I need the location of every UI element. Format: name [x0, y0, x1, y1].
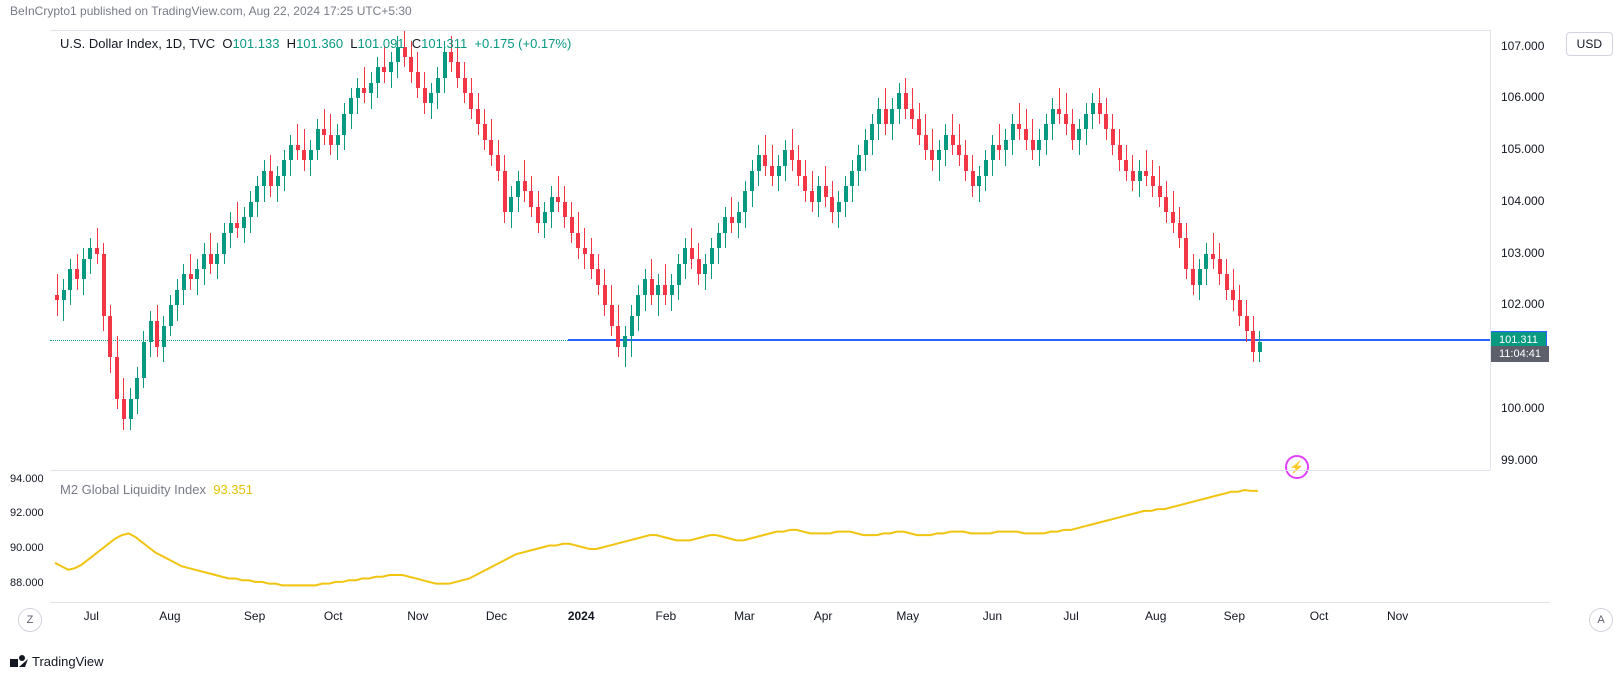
ohlc-pct: (+0.17%): [518, 36, 571, 51]
x-tick: Dec: [486, 609, 507, 623]
legend-sub: M2 Global Liquidity Index 93.351: [60, 482, 253, 497]
tradingview-logo: TradingView: [10, 654, 104, 669]
support-line[interactable]: [568, 339, 1490, 341]
indicator-name: M2 Global Liquidity Index: [60, 482, 206, 497]
y-tick-sub: 92.000: [10, 507, 44, 519]
indicator-value: 93.351: [213, 482, 253, 497]
ohlc-open: 101.133: [232, 36, 279, 51]
x-tick: May: [896, 609, 919, 623]
y-tick: 105.000: [1501, 142, 1544, 156]
x-tick: Oct: [324, 609, 343, 623]
x-tick: Aug: [159, 609, 180, 623]
x-tick: Nov: [407, 609, 428, 623]
y-tick: 104.000: [1501, 194, 1544, 208]
x-tick: Jul: [84, 609, 99, 623]
x-tick: Oct: [1310, 609, 1329, 623]
y-tick-sub: 90.000: [10, 542, 44, 554]
y-tick: 106.000: [1501, 90, 1544, 104]
x-tick: Nov: [1387, 609, 1408, 623]
main-candlestick-chart[interactable]: ⚡: [50, 30, 1490, 471]
x-tick: Apr: [814, 609, 833, 623]
x-tick: Sep: [244, 609, 265, 623]
x-tick: Feb: [656, 609, 677, 623]
x-tick: Jun: [983, 609, 1002, 623]
price-label: 11:04:41: [1491, 346, 1549, 362]
y-tick-sub: 88.000: [10, 577, 44, 589]
x-axis[interactable]: Jul Aug Sep Oct Nov Dec 2024 Feb Mar Apr May Jun Jul…: [50, 602, 1550, 633]
timezone-button[interactable]: Z: [18, 608, 42, 632]
ohlc-high: 101.360: [296, 36, 343, 51]
y-tick: 107.000: [1501, 39, 1544, 53]
x-tick: Sep: [1224, 609, 1245, 623]
x-tick: 2024: [568, 609, 595, 623]
x-tick: Jul: [1063, 609, 1078, 623]
legend-main: U.S. Dollar Index, 1D, TVC O101.133 H101…: [60, 36, 571, 51]
sub-line-chart[interactable]: [50, 470, 1490, 601]
y-tick: 100.000: [1501, 401, 1544, 415]
auto-scale-button[interactable]: A: [1589, 608, 1613, 632]
x-tick: Mar: [734, 609, 755, 623]
y-tick-sub: 94.000: [10, 473, 44, 485]
y-axis-sub[interactable]: 88.000 90.000 92.000 94.000: [10, 470, 50, 600]
y-tick: 103.000: [1501, 246, 1544, 260]
y-axis-main[interactable]: 99.000 100.000 102.000 103.000 104.000 105.00…: [1490, 30, 1611, 470]
ohlc-chg: +0.175: [474, 36, 514, 51]
x-tick: Aug: [1145, 609, 1166, 623]
symbol-name: U.S. Dollar Index, 1D, TVC: [60, 36, 215, 51]
y-tick: 99.000: [1501, 453, 1538, 467]
y-tick: 102.000: [1501, 297, 1544, 311]
ohlc-close: 101.311: [421, 36, 467, 51]
ohlc-low: 101.091: [358, 36, 405, 51]
publish-info: BeInCrypto1 published on TradingView.com…: [10, 4, 412, 18]
